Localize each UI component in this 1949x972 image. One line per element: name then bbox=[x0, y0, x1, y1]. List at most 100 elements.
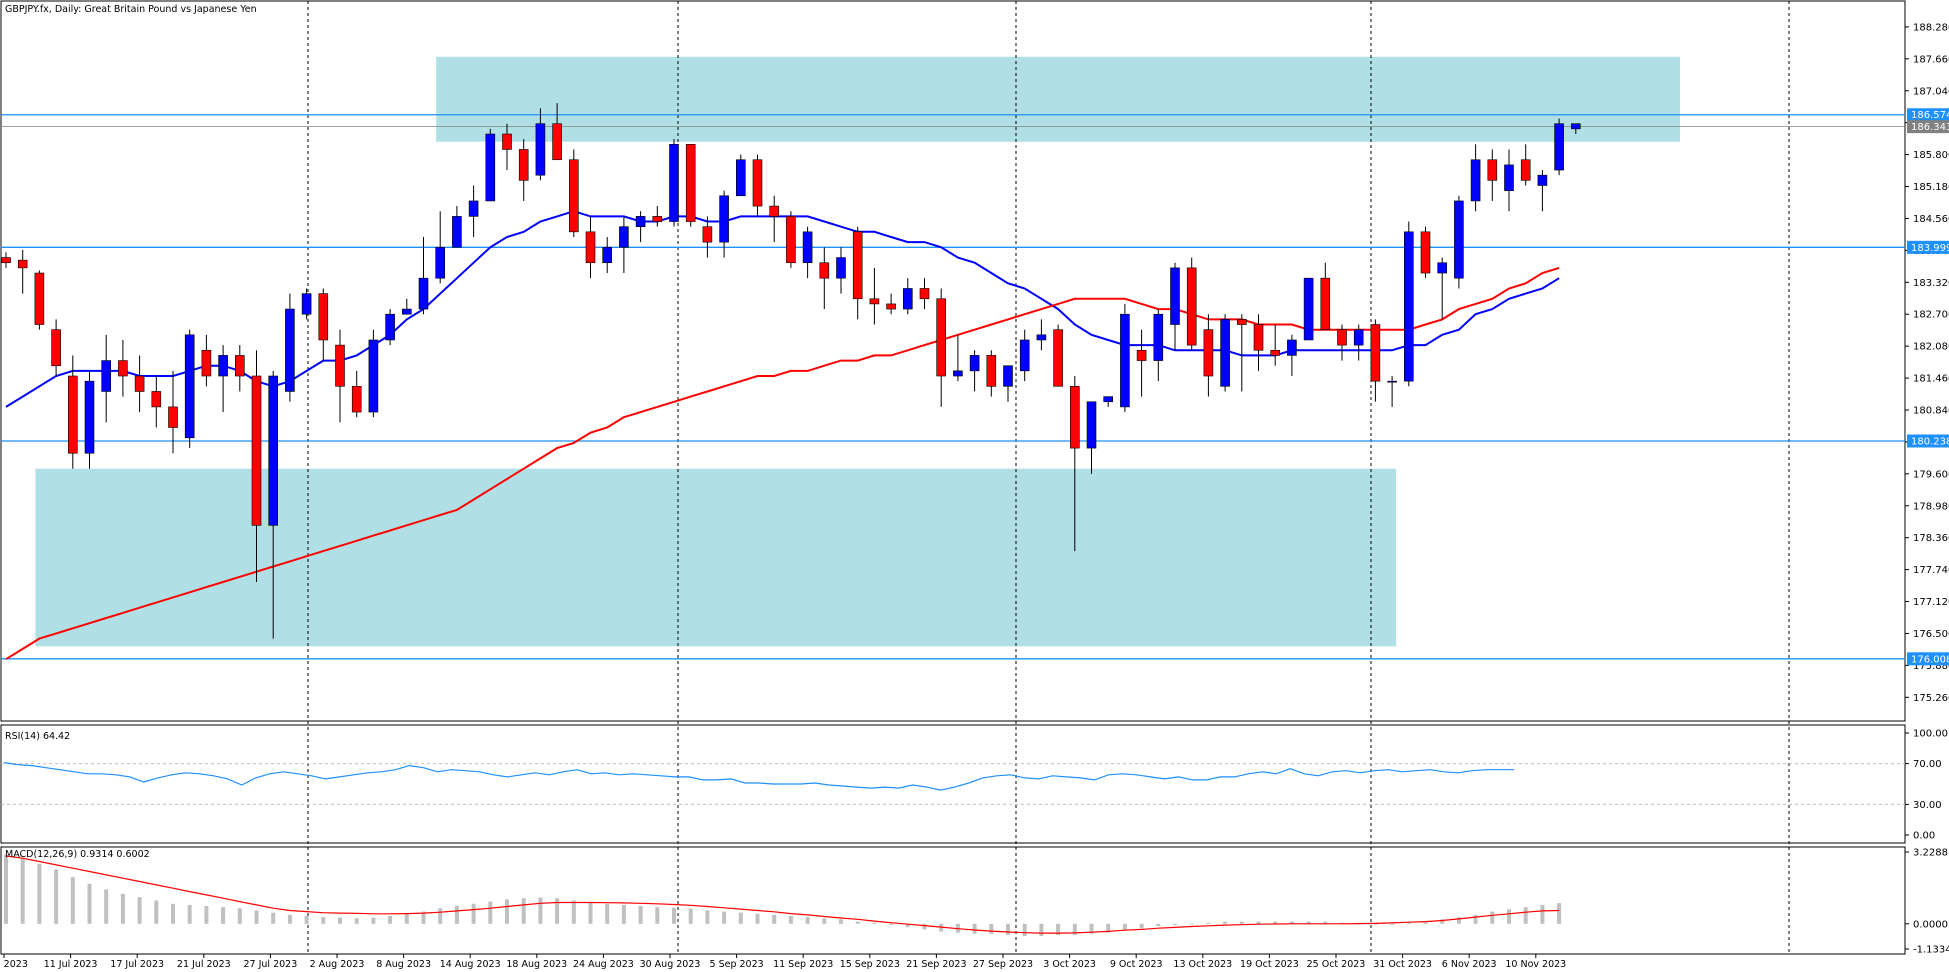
candle-body bbox=[552, 123, 562, 161]
price-axis-label: 187.040 bbox=[1913, 86, 1949, 97]
macd-histogram-bar bbox=[705, 910, 710, 924]
moving-average-fast-line bbox=[5, 210, 1560, 408]
candle-body bbox=[68, 375, 78, 454]
candle-body bbox=[585, 231, 596, 264]
rsi-label: RSI(14) 64.42 bbox=[5, 731, 70, 742]
candle-body bbox=[953, 370, 963, 377]
candle-body bbox=[201, 349, 212, 377]
macd-histogram-bar bbox=[805, 917, 810, 924]
candle-body bbox=[452, 216, 462, 248]
price-axis-label: 184.560 bbox=[1913, 214, 1949, 225]
macd-histogram-bar bbox=[889, 923, 894, 925]
candle-body bbox=[1019, 339, 1030, 372]
main-pane-frame bbox=[0, 0, 1906, 722]
candle-body bbox=[1070, 386, 1080, 449]
bearish-candle bbox=[251, 350, 262, 582]
date-axis-label: 27 Sep 2023 bbox=[973, 959, 1033, 970]
bullish-candle bbox=[368, 329, 379, 418]
price-axis-label: 185.800 bbox=[1913, 150, 1949, 161]
macd-histogram-bar bbox=[1473, 914, 1478, 924]
supply-demand-zone bbox=[436, 56, 1681, 142]
candle-body bbox=[568, 159, 579, 233]
candle-body bbox=[852, 231, 863, 300]
macd-histogram-bar bbox=[588, 902, 593, 924]
candle-body bbox=[184, 334, 195, 439]
bullish-candle bbox=[635, 211, 646, 243]
macd-histogram-bar bbox=[1173, 923, 1177, 925]
bullish-candle bbox=[1003, 365, 1013, 402]
bullish-candle bbox=[485, 128, 496, 202]
candle-body bbox=[719, 195, 729, 243]
bearish-candle bbox=[1253, 314, 1264, 371]
rsi-line bbox=[3, 762, 1514, 791]
date-axis-label: 30 Aug 2023 bbox=[640, 959, 701, 970]
macd-histogram-bar bbox=[555, 898, 560, 924]
price-axis-label: 179.600 bbox=[1913, 469, 1949, 480]
bearish-candle bbox=[1053, 324, 1063, 387]
candle-body bbox=[1487, 159, 1498, 181]
bullish-candle bbox=[602, 236, 613, 274]
candle-body bbox=[301, 293, 312, 315]
macd-histogram-bar bbox=[738, 912, 743, 924]
macd-histogram-bar bbox=[638, 906, 643, 924]
macd-histogram-bar bbox=[1490, 911, 1495, 924]
macd-signal-line bbox=[5, 855, 1560, 934]
bullish-candle bbox=[719, 190, 729, 258]
bearish-candle bbox=[118, 339, 128, 397]
bearish-candle bbox=[235, 345, 245, 392]
candle-body bbox=[652, 216, 663, 222]
candle-body bbox=[869, 298, 880, 305]
bullish-candle bbox=[1086, 401, 1097, 474]
bullish-candle bbox=[1103, 396, 1113, 407]
candle-body bbox=[919, 288, 930, 300]
price-axis-label: 178.980 bbox=[1913, 501, 1949, 512]
candle-body bbox=[235, 355, 245, 377]
date-axis-label: 21 Jul 2023 bbox=[177, 959, 231, 970]
candle-body bbox=[1153, 313, 1164, 361]
macd-histogram-bar bbox=[1256, 921, 1261, 924]
candle-body bbox=[468, 200, 479, 217]
date-axis-label: 27 Jul 2023 bbox=[244, 959, 298, 970]
level-price-tag-bg bbox=[1907, 434, 1949, 448]
candle-body bbox=[84, 380, 95, 454]
candle-body bbox=[251, 375, 262, 526]
macd-label: MACD(12,26,9) 0.9314 0.6002 bbox=[5, 849, 150, 860]
bullish-candle bbox=[301, 288, 312, 320]
level-price-tag: 183.999 bbox=[1911, 243, 1949, 254]
macd-histogram-bar bbox=[254, 910, 259, 924]
price-axis-label: 181.460 bbox=[1913, 374, 1949, 385]
bearish-candle bbox=[852, 226, 863, 320]
candle-body bbox=[1470, 159, 1481, 202]
macd-histogram-bar bbox=[304, 916, 309, 924]
current-price-tag-bg bbox=[1907, 120, 1949, 134]
candle-body bbox=[702, 226, 713, 243]
bearish-candle bbox=[1237, 314, 1247, 392]
macd-axis-label: 3.2288 bbox=[1913, 848, 1948, 859]
candle-body bbox=[1554, 123, 1564, 171]
candle-body bbox=[1320, 277, 1331, 330]
candle-body bbox=[218, 355, 228, 377]
macd-histogram-bar bbox=[54, 869, 59, 924]
macd-histogram-bar bbox=[538, 897, 543, 924]
macd-histogram-bar bbox=[321, 917, 326, 924]
bullish-candle bbox=[1120, 303, 1130, 413]
rsi-axis-label: 70.00 bbox=[1913, 759, 1942, 770]
bullish-candle bbox=[1220, 314, 1230, 392]
macd-histogram-bar bbox=[237, 908, 242, 924]
macd-histogram-bar bbox=[1189, 923, 1194, 925]
candle-body bbox=[769, 205, 780, 217]
bearish-candle bbox=[819, 247, 830, 310]
bullish-candle bbox=[1170, 262, 1180, 351]
macd-histogram-bar bbox=[855, 921, 860, 924]
candle-body bbox=[619, 226, 629, 248]
bullish-candle bbox=[1303, 277, 1314, 341]
macd-histogram-bar bbox=[1223, 921, 1228, 924]
macd-histogram-bar bbox=[4, 854, 8, 924]
macd-histogram-bar bbox=[1139, 923, 1144, 929]
candle-body bbox=[118, 360, 128, 377]
bullish-candle bbox=[385, 309, 395, 346]
macd-histogram-bar bbox=[37, 863, 42, 924]
candle-body bbox=[51, 329, 61, 367]
bullish-candle bbox=[969, 350, 980, 392]
macd-histogram-bar bbox=[922, 923, 927, 930]
